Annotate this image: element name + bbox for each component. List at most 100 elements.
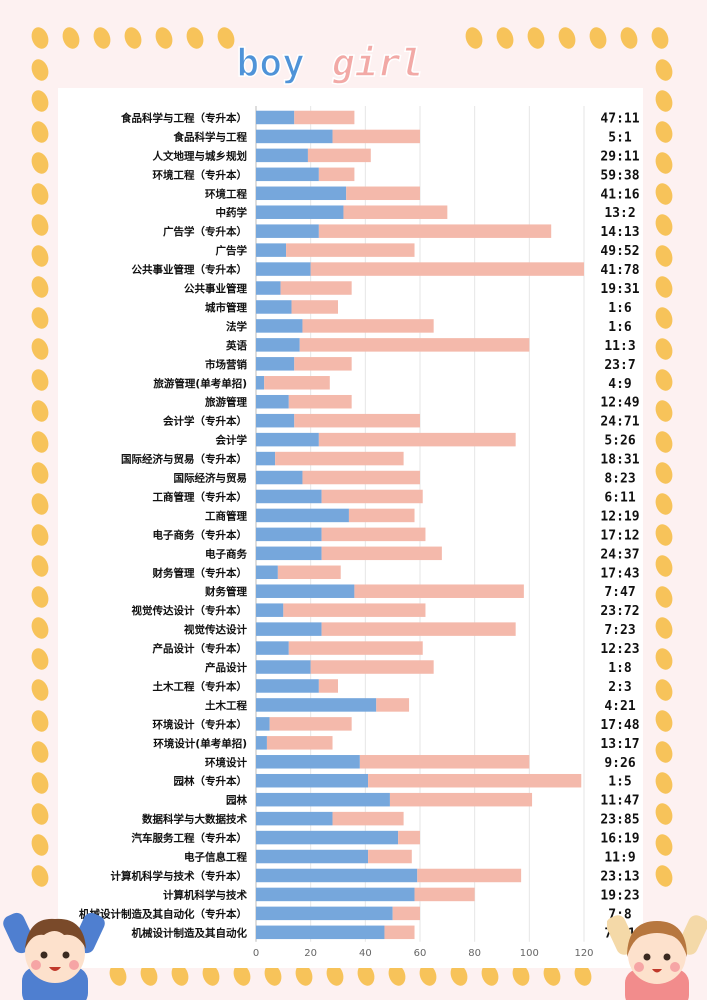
frame-dot bbox=[233, 964, 251, 986]
bar-girl bbox=[321, 489, 423, 504]
bar-girl bbox=[283, 603, 426, 617]
category-label: 中药学 bbox=[216, 206, 248, 219]
ratio-label: 1:8 bbox=[608, 661, 632, 676]
category-label: 工商管理（专升本） bbox=[153, 490, 248, 503]
bar-girl bbox=[417, 868, 522, 883]
x-tick-label: 60 bbox=[414, 948, 427, 959]
ratio-label: 7:23 bbox=[604, 623, 635, 638]
frame-dot bbox=[357, 964, 375, 986]
ratio-label: 24:71 bbox=[600, 415, 639, 430]
bar-boy bbox=[256, 338, 300, 352]
category-label: 会计学（专升本） bbox=[163, 415, 247, 428]
ratio-labels: 47:11 5:1 29:11 59:38 41:16 13:2 14:13 49:52 41:… bbox=[600, 111, 639, 941]
ratio-label: 41:78 bbox=[600, 263, 639, 278]
frame-dot bbox=[31, 679, 49, 701]
boy-cartoon bbox=[3, 912, 105, 1000]
ratio-label: 7:47 bbox=[604, 585, 635, 600]
frame-dot bbox=[31, 90, 49, 112]
bar-boy bbox=[256, 262, 311, 276]
bar-girl bbox=[318, 679, 338, 693]
frame-dot bbox=[31, 617, 49, 639]
bar-boy bbox=[256, 717, 270, 731]
category-label: 计算机科学与技术（专升本） bbox=[111, 869, 248, 882]
frame-dot bbox=[31, 710, 49, 732]
bar-boy bbox=[256, 432, 319, 447]
frame-dot bbox=[31, 462, 49, 484]
ratio-label: 23:85 bbox=[600, 813, 639, 828]
frame-dot bbox=[655, 183, 673, 205]
category-label: 旅游管理 bbox=[205, 396, 247, 409]
bar-boy bbox=[256, 167, 319, 182]
ratio-label: 9:26 bbox=[604, 756, 635, 771]
ratio-label: 59:38 bbox=[600, 168, 639, 183]
bar-girl bbox=[318, 224, 552, 238]
bar-girl bbox=[286, 243, 415, 257]
ratio-label: 17:12 bbox=[600, 528, 639, 543]
ratio-label: 4:21 bbox=[604, 699, 635, 714]
category-label: 广告学（专升本） bbox=[163, 225, 247, 238]
bar-girl bbox=[264, 376, 330, 390]
frame-dot bbox=[655, 276, 673, 298]
category-label: 环境设计（专升本） bbox=[153, 718, 248, 731]
bar-girl bbox=[368, 849, 412, 864]
frame-dot bbox=[31, 586, 49, 608]
category-label: 国际经济与贸易 bbox=[174, 472, 248, 485]
frame-dot bbox=[264, 964, 282, 986]
category-label: 电子信息工程 bbox=[184, 851, 247, 864]
frame-dot bbox=[31, 400, 49, 422]
category-label: 计算机科学与技术 bbox=[163, 888, 247, 901]
frame-dot bbox=[31, 27, 49, 49]
bar-girl bbox=[299, 338, 530, 352]
bar-boy bbox=[256, 110, 295, 125]
bar-boy bbox=[256, 603, 284, 617]
frame-dot bbox=[31, 772, 49, 794]
frame-dot bbox=[543, 964, 561, 986]
frame-dot bbox=[326, 964, 344, 986]
ratio-label: 12:19 bbox=[600, 509, 639, 524]
category-label: 汽车服务工程（专升本） bbox=[132, 832, 248, 845]
frame-dot bbox=[589, 27, 607, 49]
bar-girl bbox=[376, 698, 410, 712]
x-tick-label: 20 bbox=[304, 948, 317, 959]
frame-dot bbox=[655, 772, 673, 794]
bar-boy bbox=[256, 394, 289, 409]
category-label: 环境设计 bbox=[205, 756, 247, 769]
frame-dot bbox=[202, 964, 220, 986]
bar-boy bbox=[256, 300, 292, 314]
category-label: 公共事业管理（专升本） bbox=[132, 263, 248, 276]
category-label: 环境工程（专升本） bbox=[153, 168, 248, 181]
bar-boy bbox=[256, 281, 281, 295]
bars bbox=[256, 110, 584, 940]
bar-girl bbox=[302, 319, 434, 333]
frame-dot bbox=[31, 648, 49, 670]
x-tick-label: 40 bbox=[359, 948, 372, 959]
bar-girl bbox=[348, 508, 415, 523]
ratio-label: 16:19 bbox=[600, 832, 639, 847]
ratio-label: 4:9 bbox=[608, 377, 631, 392]
category-label: 环境工程 bbox=[205, 187, 247, 200]
page-title: boy girl bbox=[236, 40, 425, 86]
frame-dot bbox=[31, 493, 49, 515]
category-label: 园林 bbox=[226, 794, 247, 807]
x-axis-ticks: 0 20 40 60 80 100 120 bbox=[253, 948, 594, 959]
category-label: 食品科学与工程 bbox=[173, 130, 248, 143]
bar-girl bbox=[307, 148, 371, 163]
ratio-label: 41:16 bbox=[600, 187, 639, 202]
category-label: 园林（专升本） bbox=[174, 775, 248, 788]
frame-dot bbox=[655, 803, 673, 825]
frame-dot bbox=[140, 964, 158, 986]
frame-dot bbox=[655, 710, 673, 732]
category-label: 会计学 bbox=[216, 434, 248, 447]
bar-girl bbox=[398, 830, 420, 845]
bar-girl bbox=[318, 167, 355, 182]
bar-girl bbox=[294, 110, 355, 125]
ratio-label: 1:6 bbox=[608, 320, 632, 335]
category-label: 电子商务 bbox=[205, 547, 247, 560]
bar-boy bbox=[256, 849, 369, 864]
frame-dot bbox=[465, 27, 483, 49]
x-tick-label: 120 bbox=[574, 948, 593, 959]
bar-boy bbox=[256, 887, 415, 902]
frame-dot bbox=[655, 214, 673, 236]
category-label: 产品设计（专升本） bbox=[153, 642, 248, 655]
